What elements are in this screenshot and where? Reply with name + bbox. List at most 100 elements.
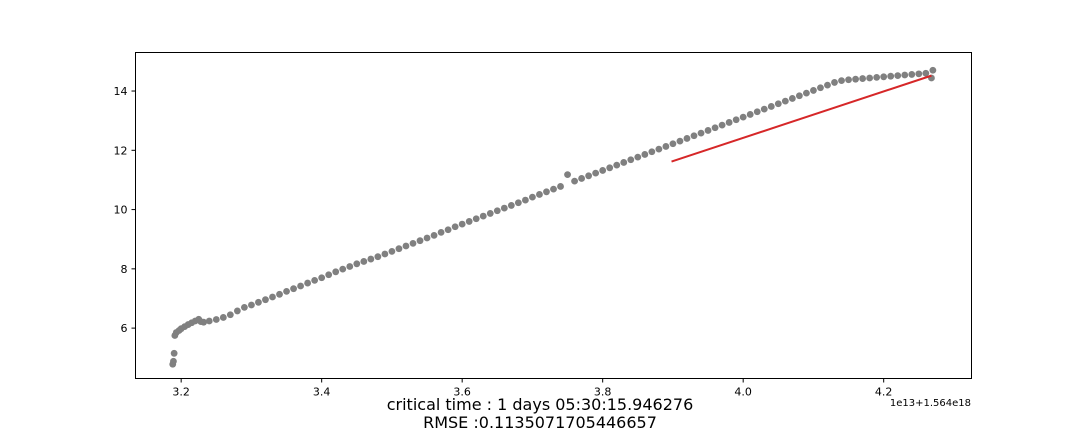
- data-point: [353, 260, 361, 268]
- data-point: [360, 258, 368, 265]
- data-point: [908, 71, 916, 78]
- x-tick-label: 3.6: [453, 386, 471, 399]
- data-point: [697, 129, 705, 137]
- data-point: [585, 172, 593, 180]
- data-point: [662, 143, 670, 150]
- data-point: [283, 287, 290, 295]
- data-point: [486, 210, 494, 217]
- data-point: [915, 70, 923, 78]
- data-point: [887, 72, 895, 80]
- data-point: [550, 185, 557, 193]
- critical-time-caption: critical time : 1 days 05:30:15.946276: [386, 395, 694, 414]
- data-point: [845, 76, 852, 84]
- data-point: [753, 108, 761, 116]
- y-tick-label: 10: [114, 204, 128, 217]
- data-point: [500, 204, 508, 212]
- data-point: [479, 212, 487, 220]
- fit-line-group: [671, 74, 932, 163]
- data-point: [543, 188, 550, 196]
- data-point: [817, 84, 824, 92]
- data-point: [416, 237, 424, 245]
- y-tick-label: 12: [114, 144, 128, 157]
- data-point: [571, 177, 578, 185]
- data-point: [901, 71, 909, 79]
- data-point: [767, 103, 775, 110]
- data-point: [381, 250, 389, 258]
- data-point: [725, 119, 733, 126]
- y-tick-label: 6: [121, 322, 128, 335]
- data-point: [592, 169, 600, 177]
- data-point: [564, 171, 571, 179]
- data-point: [578, 175, 585, 182]
- data-point: [634, 153, 642, 161]
- data-point: [493, 207, 501, 215]
- data-point: [451, 223, 459, 231]
- data-point: [760, 105, 768, 113]
- data-point: [423, 234, 431, 242]
- data-point: [395, 245, 403, 253]
- data-point: [852, 75, 859, 83]
- x-tick-label: 3.8: [594, 386, 612, 399]
- data-point: [704, 127, 712, 134]
- data-point: [430, 231, 438, 239]
- data-point: [838, 77, 845, 85]
- data-point: [866, 74, 874, 82]
- data-point: [711, 124, 719, 132]
- data-point: [894, 72, 902, 80]
- data-point: [472, 215, 480, 223]
- data-point: [226, 311, 234, 319]
- data-point: [233, 307, 241, 315]
- data-point: [290, 285, 297, 293]
- x-axis-offset-label: 1e13+1.564e18: [890, 398, 971, 409]
- data-point: [262, 296, 269, 304]
- data-point: [402, 242, 410, 250]
- data-point: [339, 265, 347, 273]
- data-point: [332, 268, 340, 276]
- data-point: [880, 73, 888, 81]
- x-axis-ticks: 3.2 3.4 3.6 3.8 4.0 4.2: [172, 378, 892, 399]
- data-point: [788, 95, 796, 102]
- data-point: [367, 255, 375, 263]
- data-point: [781, 97, 789, 105]
- y-tick-label: 8: [121, 263, 128, 276]
- data-point: [170, 349, 178, 357]
- data-point: [219, 314, 227, 321]
- data-point: [929, 66, 937, 74]
- data-point: [529, 193, 536, 201]
- axes-frame: [135, 52, 972, 379]
- data-point: [606, 164, 614, 172]
- data-point: [613, 161, 621, 169]
- data-point: [346, 263, 354, 270]
- data-point: [297, 282, 304, 290]
- data-point: [599, 167, 607, 174]
- data-point: [746, 111, 754, 118]
- data-point: [311, 277, 319, 284]
- data-point: [690, 132, 698, 140]
- y-axis-ticks: 6 8 10 12 14: [114, 85, 136, 335]
- data-point: [795, 92, 803, 100]
- x-tick-label: 3.4: [313, 386, 331, 399]
- data-point: [458, 220, 466, 228]
- data-point: [444, 226, 452, 234]
- data-point: [374, 253, 382, 261]
- data-point: [641, 151, 649, 158]
- data-point: [718, 121, 726, 129]
- data-point: [922, 69, 930, 77]
- data-point: [669, 140, 677, 148]
- rmse-caption: RMSE :0.1135071705446657: [423, 413, 657, 432]
- data-point: [810, 87, 817, 94]
- data-point: [557, 183, 564, 190]
- data-point: [824, 81, 831, 89]
- data-point: [859, 75, 867, 82]
- data-point: [648, 148, 656, 156]
- data-point: [676, 137, 684, 145]
- data-point: [240, 303, 248, 311]
- data-point: [774, 100, 782, 108]
- data-point: [732, 116, 740, 124]
- chart-marks: [169, 66, 937, 368]
- fit-line: [671, 74, 932, 163]
- data-point: [248, 301, 255, 309]
- data-point: [437, 228, 445, 236]
- data-point: [536, 191, 543, 198]
- data-point: [522, 196, 529, 204]
